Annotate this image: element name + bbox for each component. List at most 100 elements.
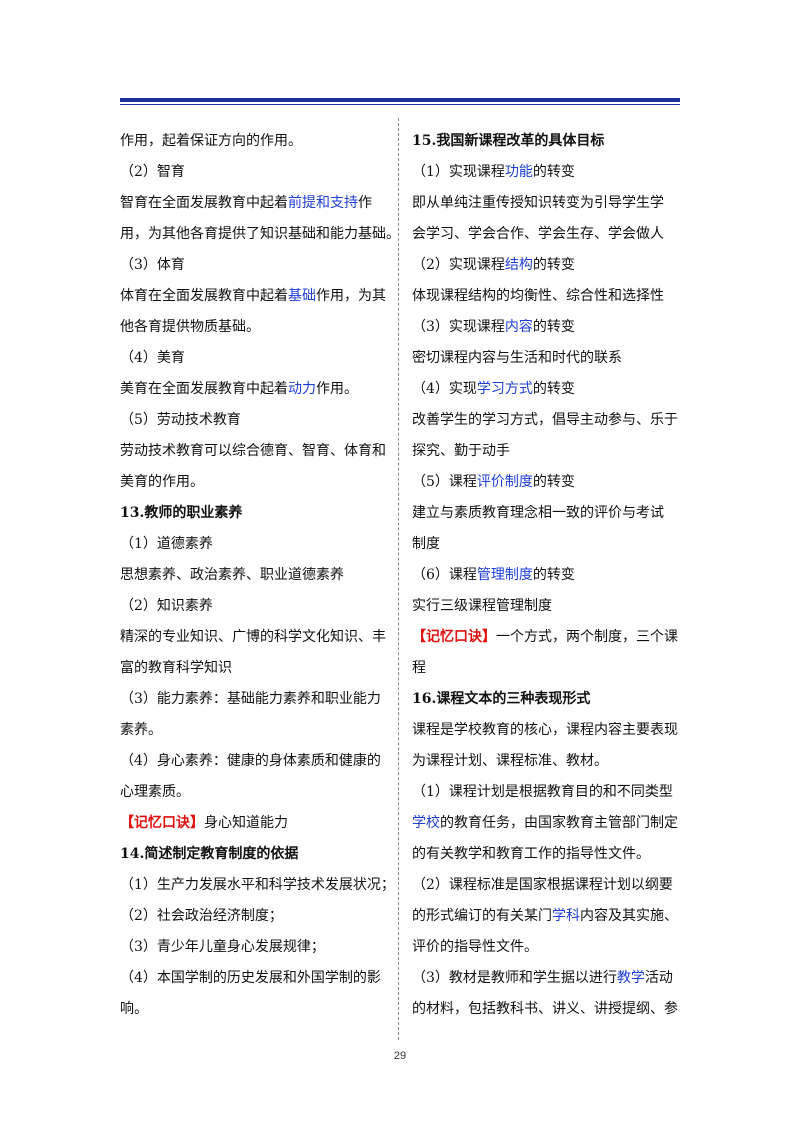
page-number: 29 [393,1050,407,1062]
text-line: 建立与素质教育理念相一致的评价与考试 [412,498,682,529]
text-line: （4）实现学习方式的转变 [412,374,682,405]
text-line: 程 [412,653,682,684]
text-segment: （4）美育 [120,350,185,366]
text-segment: 的转变 [532,474,575,490]
text-segment: 作用，起着保证方向的作用。 [120,133,302,149]
text-segment: 身心知道能力 [204,815,288,831]
text-segment: 程 [412,660,426,676]
text-line: 精深的专业知识、广博的科学文化知识、丰 [120,622,398,653]
highlighted-term: 评价制度 [476,474,533,490]
text-segment: 精深的专业知识、广博的科学文化知识、丰 [120,629,386,645]
text-line: 体育在全面发展教育中起着基础作用，为其 [120,281,398,312]
text-segment: 的转变 [532,164,575,180]
text-line: 学校的教育任务，由国家教育主管部门制定 [412,808,682,839]
left-column: 作用，起着保证方向的作用。 （2）智育 智育在全面发展教育中起着前提和支持作 用，为其… [120,126,400,1025]
text-segment: 用，为其他各育提供了知识基础和能力基础。 [120,226,400,242]
text-segment: 制度 [412,536,440,552]
memory-tip-label: 【记忆口诀】 [120,815,204,831]
text-line: （5）课程评价制度的转变 [412,467,682,498]
text-segment: 改善学生的学习方式，倡导主动参与、乐于 [412,412,678,428]
text-segment: 活动 [644,970,673,986]
memory-tip-label: 【记忆口诀】 [412,629,496,645]
text-line: 为课程计划、课程标准、教材。 [412,746,682,777]
text-line: （4）美育 [120,343,398,374]
section-heading: 13.教师的职业素养 [120,498,398,529]
text-segment: （2）社会政治经济制度； [120,908,283,924]
section-heading: 14.简述制定教育制度的依据 [120,839,398,870]
text-line: 会学习、学会合作、学会生存、学会做人 [412,219,682,250]
text-segment: 的材料，包括教科书、讲义、讲授提纲、参 [412,1001,678,1017]
text-segment: 实行三级课程管理制度 [412,598,552,614]
text-segment: 的转变 [532,257,575,273]
text-segment: 课程是学校教育的核心，课程内容主要表现 [412,722,678,738]
text-line: （2）课程标准是国家根据课程计划以纲要 [412,870,682,901]
text-line: 素养。 [120,715,398,746]
text-segment: 心理素质。 [120,784,190,800]
text-line: 课程是学校教育的核心，课程内容主要表现 [412,715,682,746]
text-line: （2）知识素养 [120,591,398,622]
text-line: （3）实现课程内容的转变 [412,312,682,343]
text-segment: 美育在全面发展教育中起着 [120,381,288,397]
text-segment: 的有关教学和教育工作的指导性文件。 [412,846,650,862]
text-line: 作用，起着保证方向的作用。 [120,126,398,157]
text-line: （3）教材是教师和学生据以进行教学活动 [412,963,682,994]
text-line: 评价的指导性文件。 [412,932,682,963]
text-segment: 劳动技术教育可以综合德育、智育、体育和 [120,443,386,459]
text-line: 实行三级课程管理制度 [412,591,682,622]
text-line: 即从单纯注重传授知识转变为引导学生学 [412,188,682,219]
column-divider [398,118,399,1040]
text-line: 响。 [120,994,398,1025]
text-line: （3）青少年儿童身心发展规律； [120,932,398,963]
text-line: 美育的作用。 [120,467,398,498]
text-line: 的材料，包括教科书、讲义、讲授提纲、参 [412,994,682,1025]
text-segment: 体现课程结构的均衡性、综合性和选择性 [412,288,664,304]
text-segment: 思想素养、政治素养、职业道德素养 [120,567,344,583]
text-segment: 的转变 [532,567,575,583]
text-segment: 他各育提供物质基础。 [120,319,260,335]
highlighted-term: 基础 [288,288,316,304]
text-segment: 16.课程文本的三种表现形式 [412,691,591,707]
text-segment: 美育的作用。 [120,474,204,490]
text-line: 制度 [412,529,682,560]
text-segment: （1）实现课程 [412,164,505,180]
text-segment: 内容及其实施、 [580,908,678,924]
text-line: （4）身心素养：健康的身体素质和健康的 [120,746,398,777]
text-line: （3）体育 [120,250,398,281]
text-segment: 素养。 [120,722,162,738]
highlighted-term: 学习方式 [476,381,533,397]
highlighted-term: 结构 [504,257,533,273]
highlighted-term: 学科 [552,908,580,924]
text-line: 密切课程内容与生活和时代的联系 [412,343,682,374]
text-segment: （1）生产力发展水平和科学技术发展状况； [120,877,395,893]
text-line: （6）课程管理制度的转变 [412,560,682,591]
text-segment: 13.教师的职业素养 [120,505,243,521]
text-line: 的有关教学和教育工作的指导性文件。 [412,839,682,870]
highlighted-term: 动力 [288,381,316,397]
text-line: （2）实现课程结构的转变 [412,250,682,281]
text-line: （1）生产力发展水平和科学技术发展状况； [120,870,398,901]
text-segment: 智育在全面发展教育中起着 [120,195,288,211]
text-segment: 的教育任务，由国家教育主管部门制定 [440,815,678,831]
section-heading: 16.课程文本的三种表现形式 [412,684,682,715]
text-segment: （2）实现课程 [412,257,505,273]
text-segment: （2）课程标准是国家根据课程计划以纲要 [412,877,673,893]
text-line: 思想素养、政治素养、职业道德素养 [120,560,398,591]
text-segment: 作用，为其 [316,288,386,304]
text-line: （1）道德素养 [120,529,398,560]
text-segment: （4）实现 [412,381,477,397]
text-segment: （1）课程计划是根据教育目的和不同类型 [412,784,673,800]
text-line: 心理素质。 [120,777,398,808]
text-line: 【记忆口诀】一个方式，两个制度，三个课 [412,622,682,653]
text-line: 探究、勤于动手 [412,436,682,467]
text-segment: （4）本国学制的历史发展和外国学制的影 [120,970,381,986]
text-segment: （4）身心素养：健康的身体素质和健康的 [120,753,381,769]
text-segment: 即从单纯注重传授知识转变为引导学生学 [412,195,664,211]
text-segment: （5）劳动技术教育 [120,412,241,428]
text-segment: （3）体育 [120,257,185,273]
text-segment: （3）教材是教师和学生据以进行 [412,970,617,986]
highlighted-term: 学校 [412,815,440,831]
text-segment: （5）课程 [412,474,477,490]
text-segment: （1）道德素养 [120,536,213,552]
text-line: （2）智育 [120,157,398,188]
text-segment: 为课程计划、课程标准、教材。 [412,753,608,769]
